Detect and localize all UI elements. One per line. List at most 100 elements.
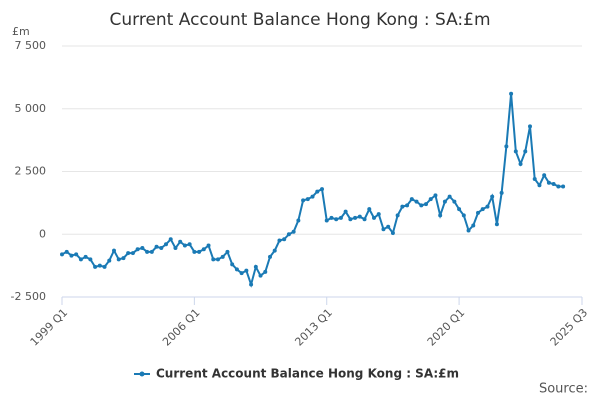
point (551, 182, 556, 187)
point (528, 124, 532, 129)
point (395, 213, 400, 218)
point (428, 197, 433, 202)
point (268, 254, 272, 259)
point (230, 262, 235, 267)
point (249, 282, 254, 287)
point (499, 190, 504, 195)
point (192, 249, 197, 254)
point (74, 252, 79, 257)
legend-marker (139, 371, 145, 377)
point (211, 257, 216, 262)
point (457, 207, 462, 212)
point (78, 257, 83, 262)
point (518, 161, 523, 166)
point (116, 257, 121, 262)
x-tick-label: 1999 Q1 (28, 306, 71, 349)
point (69, 253, 74, 258)
legend-label: Current Account Balance Hong Kong : SA:£… (156, 367, 459, 381)
point (258, 273, 263, 278)
point (438, 213, 443, 218)
point (140, 246, 145, 251)
y-tick-label: 7 500 (15, 39, 47, 52)
point (201, 247, 206, 252)
point (64, 249, 69, 254)
y-tick-label: 5 000 (15, 102, 47, 115)
point (343, 209, 348, 214)
point (338, 215, 343, 220)
point (305, 197, 310, 202)
point (466, 228, 471, 233)
point (532, 177, 537, 182)
x-tick-label: 2020 Q1 (425, 306, 468, 349)
point (348, 217, 353, 222)
point (225, 249, 230, 254)
y-tick-label: 2 500 (15, 165, 47, 178)
point (353, 215, 358, 220)
point (546, 180, 551, 185)
point (291, 229, 296, 234)
point (197, 249, 202, 254)
point (277, 238, 282, 243)
point (494, 222, 499, 227)
point (154, 244, 159, 249)
point (112, 248, 116, 253)
point (414, 199, 419, 204)
point (409, 197, 414, 202)
point (97, 263, 102, 268)
point (145, 249, 150, 254)
series-line (61, 93, 564, 288)
point (126, 251, 131, 256)
point (286, 232, 291, 237)
point (542, 173, 547, 178)
point (93, 264, 98, 269)
point (334, 217, 339, 222)
point (220, 254, 225, 259)
x-tick-label: 2013 Q1 (292, 306, 335, 349)
point (376, 212, 381, 217)
point (461, 213, 466, 218)
point (476, 210, 480, 215)
source: Source: (539, 382, 588, 397)
point (400, 204, 405, 209)
point (168, 237, 173, 242)
point (182, 243, 187, 248)
point (301, 198, 306, 203)
point (433, 193, 438, 198)
point (509, 91, 514, 96)
x-tick-label: 2006 Q1 (160, 306, 203, 349)
point (216, 257, 220, 262)
point (244, 268, 249, 273)
point (135, 247, 140, 252)
point (296, 218, 301, 223)
point (107, 258, 112, 263)
point (253, 264, 258, 269)
point (324, 218, 329, 223)
point (263, 269, 268, 274)
point (121, 256, 126, 261)
point (386, 224, 391, 229)
point (88, 257, 93, 262)
point (329, 215, 334, 220)
point (130, 251, 135, 256)
point (513, 149, 518, 154)
point (485, 204, 490, 209)
point (102, 264, 107, 269)
y-axis-label: £m (12, 25, 30, 38)
point (282, 237, 287, 242)
point (173, 246, 178, 251)
point (561, 184, 566, 189)
point (310, 194, 315, 199)
point (206, 243, 211, 248)
point (320, 187, 324, 192)
point (419, 203, 424, 208)
point (239, 271, 244, 276)
point (187, 242, 192, 247)
point (149, 249, 154, 254)
point (424, 202, 428, 207)
point (234, 267, 239, 272)
point (405, 203, 410, 208)
point (367, 207, 372, 212)
x-tick-label: 2025 Q3 (548, 306, 591, 349)
point (523, 149, 528, 154)
point (83, 254, 88, 259)
